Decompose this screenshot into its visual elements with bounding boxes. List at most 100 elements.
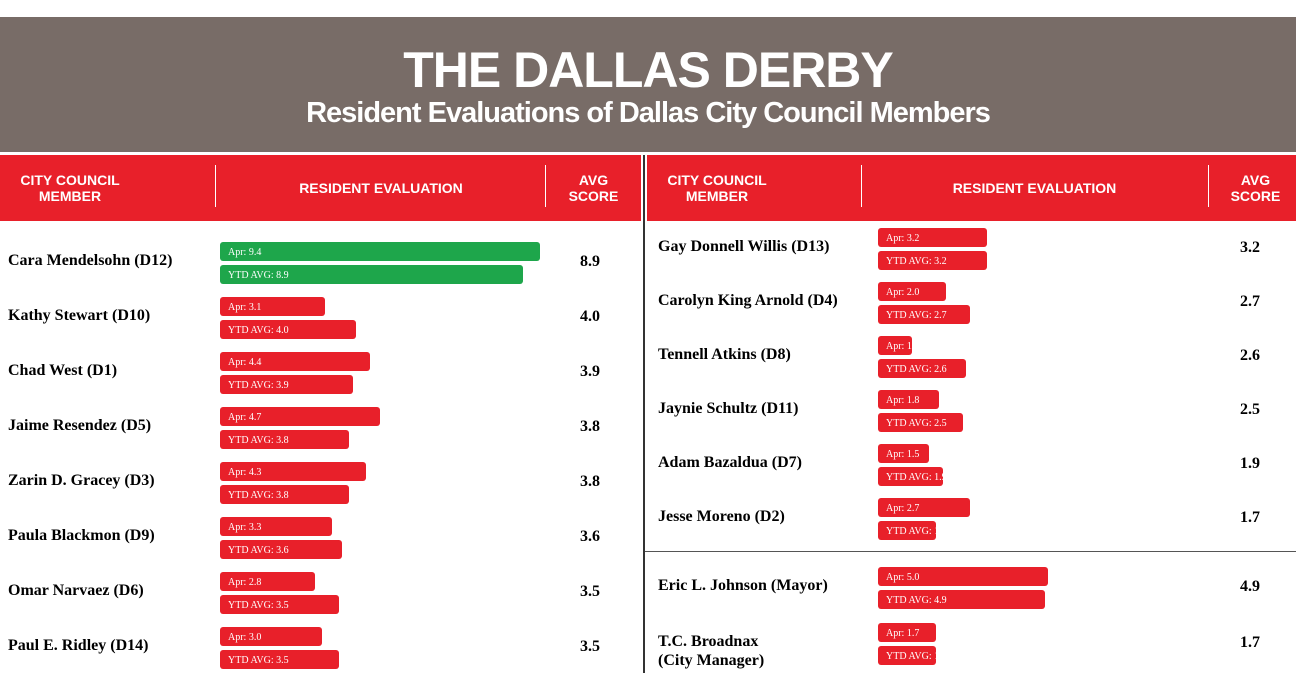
bar: YTD AVG: 1.7 — [878, 521, 947, 540]
avg-score: 4.9 — [1240, 578, 1260, 595]
bar-label: Apr: 5.0 — [886, 572, 920, 583]
column-header: RESIDENT EVALUATION — [952, 180, 1117, 196]
bar: YTD AVG: 3.5 — [220, 650, 339, 669]
bar: YTD AVG: 3.9 — [220, 375, 353, 394]
bar: Apr: 1.5 — [878, 444, 929, 463]
member-name: Omar Narvaez (D6) — [8, 582, 144, 599]
subtitle: Resident Evaluations of Dallas City Coun… — [306, 97, 991, 129]
member-name: Paula Blackmon (D9) — [8, 527, 155, 544]
avg-score: 1.7 — [1240, 634, 1260, 651]
bar-label: Apr: 1.7 — [886, 628, 920, 639]
avg-score: 4.0 — [580, 308, 600, 325]
member-name: Tennell Atkins (D8) — [658, 346, 791, 363]
member-name: T.C. Broadnax (City Manager) — [658, 633, 765, 669]
column-header: CITY COUNCIL MEMBER — [667, 172, 767, 204]
bar: YTD AVG: 4.9 — [878, 590, 1045, 609]
bar-label: YTD AVG: 3.2 — [886, 256, 947, 267]
bar-label: Apr: 3.0 — [228, 632, 262, 643]
column-header: RESIDENT EVALUATION — [299, 180, 463, 196]
bar: Apr: 4.4 — [220, 352, 370, 371]
bar: Apr: 2.0 — [878, 282, 946, 301]
bar-label: YTD AVG: 2.7 — [886, 310, 947, 321]
bar: YTD AVG: 1.7 — [878, 646, 947, 665]
bar-label: YTD AVG: 3.8 — [228, 435, 289, 446]
bar-label: YTD AVG: 4.9 — [886, 595, 947, 606]
member-name: Eric L. Johnson (Mayor) — [658, 577, 828, 594]
member-name: Chad West (D1) — [8, 362, 118, 379]
separator — [215, 165, 216, 207]
bar-label: Apr: 1.5 — [886, 449, 920, 460]
member-name: Jaynie Schultz (D11) — [658, 400, 799, 417]
avg-score: 2.7 — [1240, 293, 1260, 310]
bar-label: YTD AVG: 3.9 — [228, 380, 289, 391]
bar-label: YTD AVG: 2.5 — [886, 418, 947, 429]
divider — [643, 155, 645, 673]
bar: Apr: 1.0 — [878, 336, 919, 355]
bar-label: YTD AVG: 3.8 — [228, 490, 289, 501]
banner: THE DALLAS DERBY Resident Evaluations of… — [0, 17, 1296, 152]
bar-label: YTD AVG: 4.0 — [228, 325, 289, 336]
bar: YTD AVG: 4.0 — [220, 320, 356, 339]
member-name: Jesse Moreno (D2) — [658, 508, 785, 525]
bar-label: Apr: 2.7 — [886, 503, 920, 514]
bar-label: YTD AVG: 1.7 — [886, 651, 947, 662]
bar: YTD AVG: 2.5 — [878, 413, 963, 432]
avg-score: 1.9 — [1240, 455, 1260, 472]
bar-label: YTD AVG: 3.6 — [228, 545, 289, 556]
bar: Apr: 1.8 — [878, 390, 940, 409]
bar-label: Apr: 2.0 — [886, 287, 920, 298]
avg-score: 8.9 — [580, 253, 600, 270]
bar-label: Apr: 3.3 — [228, 522, 262, 533]
avg-score: 2.5 — [1240, 401, 1260, 418]
avg-score: 3.9 — [580, 363, 600, 380]
member-name: Gay Donnell Willis (D13) — [658, 238, 830, 255]
bar: Apr: 3.0 — [220, 627, 322, 646]
member-name: Carolyn King Arnold (D4) — [658, 292, 838, 309]
bar-label: Apr: 1.0 — [886, 341, 920, 352]
avg-score: 3.6 — [580, 528, 600, 545]
bar: YTD AVG: 3.6 — [220, 540, 343, 559]
bar: Apr: 2.7 — [878, 498, 970, 517]
bar-label: Apr: 1.8 — [886, 395, 920, 406]
column-header: AVG SCORE — [1230, 172, 1281, 204]
divider — [645, 551, 1296, 552]
bar: YTD AVG: 2.7 — [878, 305, 970, 324]
bar-label: Apr: 4.4 — [228, 357, 262, 368]
bar-label: Apr: 3.2 — [886, 233, 920, 244]
bar: YTD AVG: 3.5 — [220, 595, 339, 614]
avg-score: 3.5 — [580, 638, 600, 655]
bar-label: YTD AVG: 1.7 — [886, 526, 947, 537]
bar-label: Apr: 9.4 — [228, 247, 262, 258]
header-bar: CITY COUNCIL MEMBER RESIDENT EVALUATION … — [0, 155, 641, 221]
bar: Apr: 3.2 — [878, 228, 987, 247]
avg-score: 3.5 — [580, 583, 600, 600]
avg-score: 1.7 — [1240, 509, 1260, 526]
bar: YTD AVG: 3.8 — [220, 485, 350, 504]
column-header: AVG SCORE — [568, 172, 619, 204]
bar: YTD AVG: 3.2 — [878, 251, 987, 270]
bar: YTD AVG: 3.8 — [220, 430, 350, 449]
separator — [1208, 165, 1209, 207]
member-name: Adam Bazaldua (D7) — [658, 454, 803, 471]
bar: Apr: 1.7 — [878, 623, 936, 642]
bar: Apr: 3.3 — [220, 517, 333, 536]
bar: Apr: 4.7 — [220, 407, 380, 426]
avg-score: 2.6 — [1240, 347, 1260, 364]
bar-label: Apr: 4.7 — [228, 412, 262, 423]
member-name: Kathy Stewart (D10) — [8, 307, 151, 324]
bar: Apr: 3.1 — [220, 297, 326, 316]
bar-label: YTD AVG: 8.9 — [228, 270, 289, 281]
member-name: Paul E. Ridley (D14) — [8, 637, 149, 654]
bar-label: Apr: 4.3 — [228, 467, 262, 478]
bar: YTD AVG: 2.6 — [878, 359, 967, 378]
bar: YTD AVG: 1.9 — [878, 467, 947, 486]
bar-label: Apr: 3.1 — [228, 302, 262, 313]
separator — [861, 165, 862, 207]
column-header: CITY COUNCIL MEMBER — [20, 172, 120, 204]
bar-label: Apr: 2.8 — [228, 577, 262, 588]
member-name: Cara Mendelsohn (D12) — [8, 252, 173, 269]
bar: Apr: 4.3 — [220, 462, 367, 481]
bar: Apr: 9.4 — [220, 242, 540, 261]
member-name: Jaime Resendez (D5) — [8, 417, 152, 434]
